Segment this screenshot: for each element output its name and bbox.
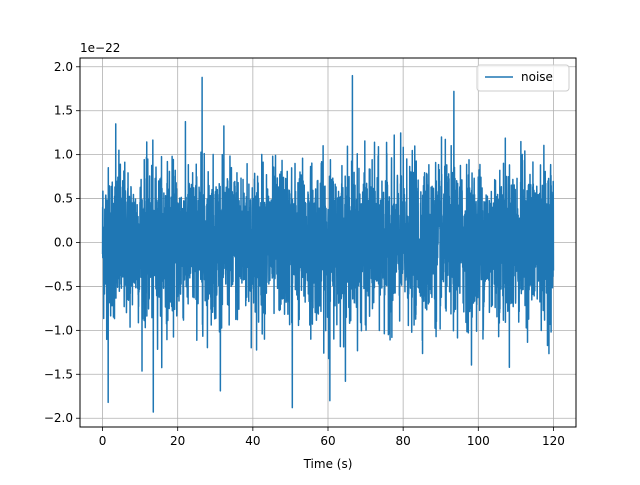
x-tick-label: 20 — [170, 434, 185, 448]
y-tick-label: −1.5 — [44, 367, 73, 381]
x-tick-label: 120 — [542, 434, 565, 448]
legend: noise — [476, 64, 570, 92]
y-scale-label: 1e−22 — [80, 41, 120, 55]
legend-frame — [476, 64, 570, 92]
legend-label-noise: noise — [521, 70, 553, 84]
y-tick-label: 2.0 — [54, 60, 73, 74]
series-line-noise — [101, 74, 555, 413]
y-tick-label: −2.0 — [44, 411, 73, 425]
y-tick-label: −0.5 — [44, 279, 73, 293]
y-tick-label: 1.0 — [54, 148, 73, 162]
y-tick-label: −1.0 — [44, 323, 73, 337]
x-tick-label: 0 — [99, 434, 107, 448]
x-axis-label: Time (s) — [303, 457, 353, 471]
x-tick-label: 80 — [396, 434, 411, 448]
y-tick-label: 1.5 — [54, 104, 73, 118]
y-tick-label: 0.5 — [54, 192, 73, 206]
x-tick-label: 100 — [467, 434, 490, 448]
y-axis: −2.0 −1.5 −1.0 −0.5 0.0 0.5 1.0 1.5 2.0 — [44, 60, 80, 425]
y-tick-label: 0.0 — [54, 236, 73, 250]
x-axis: 0 20 40 60 80 100 120 — [99, 427, 565, 448]
x-tick-label: 40 — [245, 434, 260, 448]
x-tick-label: 60 — [320, 434, 335, 448]
